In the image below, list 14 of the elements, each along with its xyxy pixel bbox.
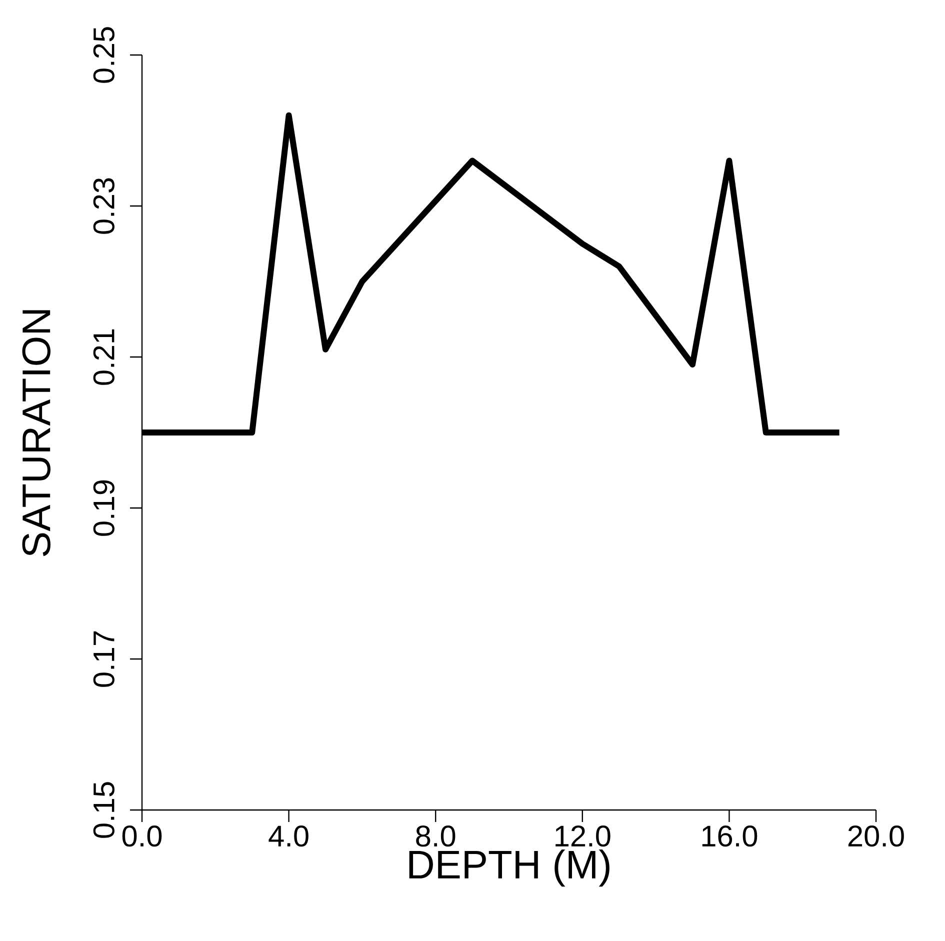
y-tick-label: 0.25 xyxy=(93,27,114,83)
y-tick-label: 0.19 xyxy=(93,480,114,536)
x-tick-label: 16.0 xyxy=(702,826,758,847)
y-tick-label: 0.23 xyxy=(93,178,114,234)
y-axis-title: SATURATION xyxy=(22,310,50,556)
x-tick-label: 12.0 xyxy=(556,826,610,847)
x-axis-title: DEPTH (M) xyxy=(409,850,610,887)
y-tick-label: 0.15 xyxy=(93,782,114,838)
x-tick-label: 0.0 xyxy=(122,826,162,847)
x-tick-label: 4.0 xyxy=(268,826,308,847)
x-tick-label: 20.0 xyxy=(848,826,904,847)
y-tick-label: 0.17 xyxy=(93,631,114,687)
x-tick-label: 8.0 xyxy=(416,826,456,847)
y-tick-label: 0.21 xyxy=(93,329,114,385)
